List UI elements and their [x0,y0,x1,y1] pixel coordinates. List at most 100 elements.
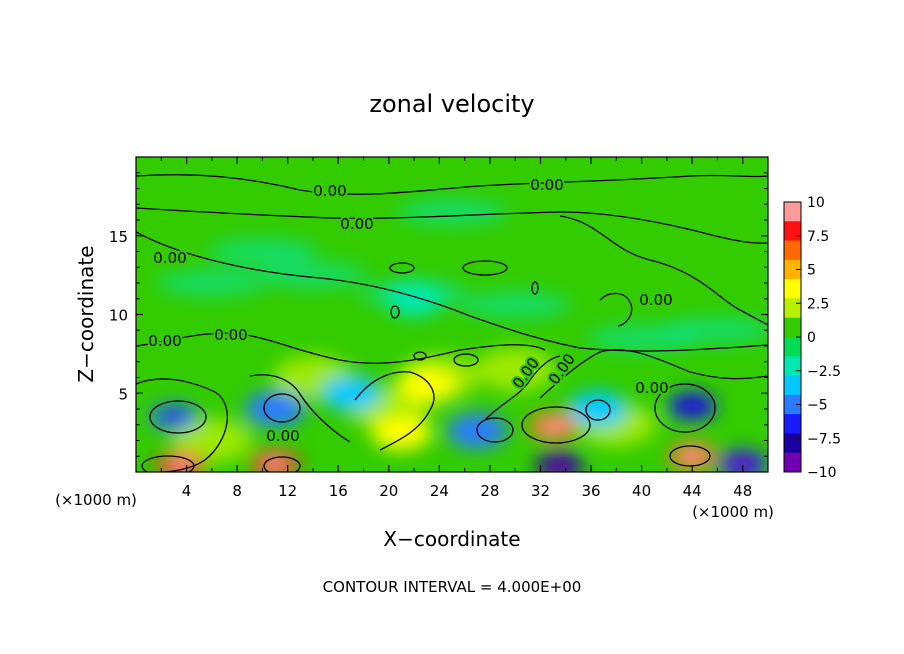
y-axis-label: Z−coordinate [74,245,98,382]
colorbar-swatch [784,356,801,376]
contour-line [559,215,768,326]
colorbar-tick-label: 7.5 [807,229,829,245]
field-feature [567,391,628,427]
colorbar-tick-label: −5 [807,398,828,414]
colorbar-swatch [784,433,801,454]
field-feature [371,414,432,451]
x-unit-right: (×1000 m) [692,503,774,521]
contour-line [354,371,435,451]
contour-line [390,305,400,319]
y-tick-label: 10 [109,307,128,325]
field-feature [384,280,445,317]
x-tick-label: 40 [632,482,651,500]
contour-line [585,399,611,421]
contour-line [669,445,711,467]
contour-label: 0.00 [148,332,181,350]
y-tick-label: 15 [109,228,128,246]
x-tick-label: 20 [379,482,398,500]
colorbar-swatch [784,414,801,434]
contour-label: 0.00 [340,215,373,233]
contour-line [476,417,514,443]
colorbar-tick-label: 2.5 [807,296,829,312]
contour-line [141,455,195,472]
contour-label: 0.00 [530,176,563,194]
field-patch [207,237,318,266]
colorbar-swatch [784,375,801,396]
colorbar-swatch [784,202,801,222]
contour-line [654,383,716,433]
field-core [680,449,705,464]
contour-line [413,351,427,361]
colorbar-swatch [784,221,801,241]
contour-line [149,400,207,434]
field-patch [397,198,507,227]
contour-line [136,378,228,472]
field-feature [245,391,306,427]
colorbar-swatch [784,240,801,261]
field-patch [257,261,368,290]
contour-line [136,332,546,364]
colorbar-tick-label: −7.5 [807,431,841,447]
contour-line [263,393,301,423]
contour-line [599,292,633,327]
colorbar: 10 7.5 5 2.5 0 −2.5 −5 −7.5 −10 [783,195,841,481]
field-core [730,457,755,472]
field-core [263,457,288,472]
x-tick-label: 24 [430,482,449,500]
x-tick-label: 8 [232,482,242,500]
x-tick-label: 4 [182,482,192,500]
y-axis: 5 10 15 [109,172,768,457]
x-axis-label: X−coordinate [383,527,520,551]
x-axis: 4 8 12 16 20 24 28 32 36 40 44 48 [160,157,752,500]
field-feature [320,375,381,412]
colorbar-tick-label: 0 [807,330,816,346]
contour-label: 0.00 [153,249,186,267]
colorbar-swatch [784,279,801,299]
contour-line [389,262,415,274]
field-patch [171,418,252,463]
colorbar-tick-label: −2.5 [807,364,841,380]
colorbar-tick-label: −10 [807,465,837,481]
contour-line [462,260,508,276]
field-feature [396,367,457,404]
field-core [541,419,566,434]
field-core [161,409,186,424]
contour-line [453,353,479,367]
field-patch [662,316,768,345]
contour-label: 0.00 [266,427,299,445]
contour-line [531,281,539,295]
contour-line [539,349,768,399]
colorbar-tick-label: 10 [807,195,825,211]
colorbar-swatch [784,452,801,473]
contour-label: 0.00 [635,379,668,397]
x-tick-label: 16 [329,482,348,500]
colorbar-swatch [784,317,801,338]
x-unit-left: (×1000 m) [55,491,137,509]
chart-title: zonal velocity [369,90,534,118]
field-patch [156,269,267,297]
x-tick-label: 44 [683,482,702,500]
x-tick-label: 12 [278,482,297,500]
colorbar-swatch [784,259,801,280]
contour-label: 0.00 [214,326,247,344]
contour-line [249,374,351,443]
field-core [680,398,705,413]
field-patch [460,291,571,320]
field-core [547,458,572,472]
x-tick-label: 48 [733,482,752,500]
contour-line [136,207,768,244]
contour-line [521,406,591,444]
contour-line [484,355,561,421]
field-patch [475,347,556,392]
x-tick-label: 36 [581,482,600,500]
colorbar-swatch [784,394,801,415]
contour-label: 0.00 [313,182,346,200]
contour-line [263,456,301,472]
contour-label: 0.00 [639,291,672,309]
contour-lines [136,174,768,472]
colorbar-swatch [784,298,801,319]
x-tick-label: 32 [531,482,550,500]
colorbar-tick-label: 5 [807,263,816,279]
contour-interval-note: CONTOUR INTERVAL = 4.000E+00 [323,578,582,596]
